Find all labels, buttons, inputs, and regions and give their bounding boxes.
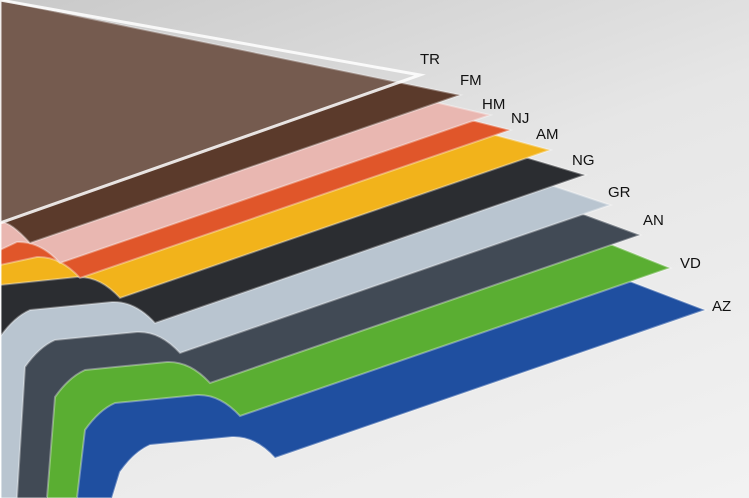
label-az: AZ — [712, 298, 732, 315]
label-hm: HM — [482, 96, 506, 113]
label-fm: FM — [460, 72, 482, 89]
label-ng: NG — [572, 152, 595, 169]
layer-fm — [0, 0, 460, 498]
label-vd: VD — [680, 255, 701, 272]
label-an: AN — [643, 212, 664, 229]
label-nj: NJ — [511, 110, 530, 127]
label-tr: TR — [420, 51, 440, 68]
label-am: AM — [536, 126, 559, 143]
layer-tr — [0, 0, 420, 498]
label-gr: GR — [608, 184, 631, 201]
